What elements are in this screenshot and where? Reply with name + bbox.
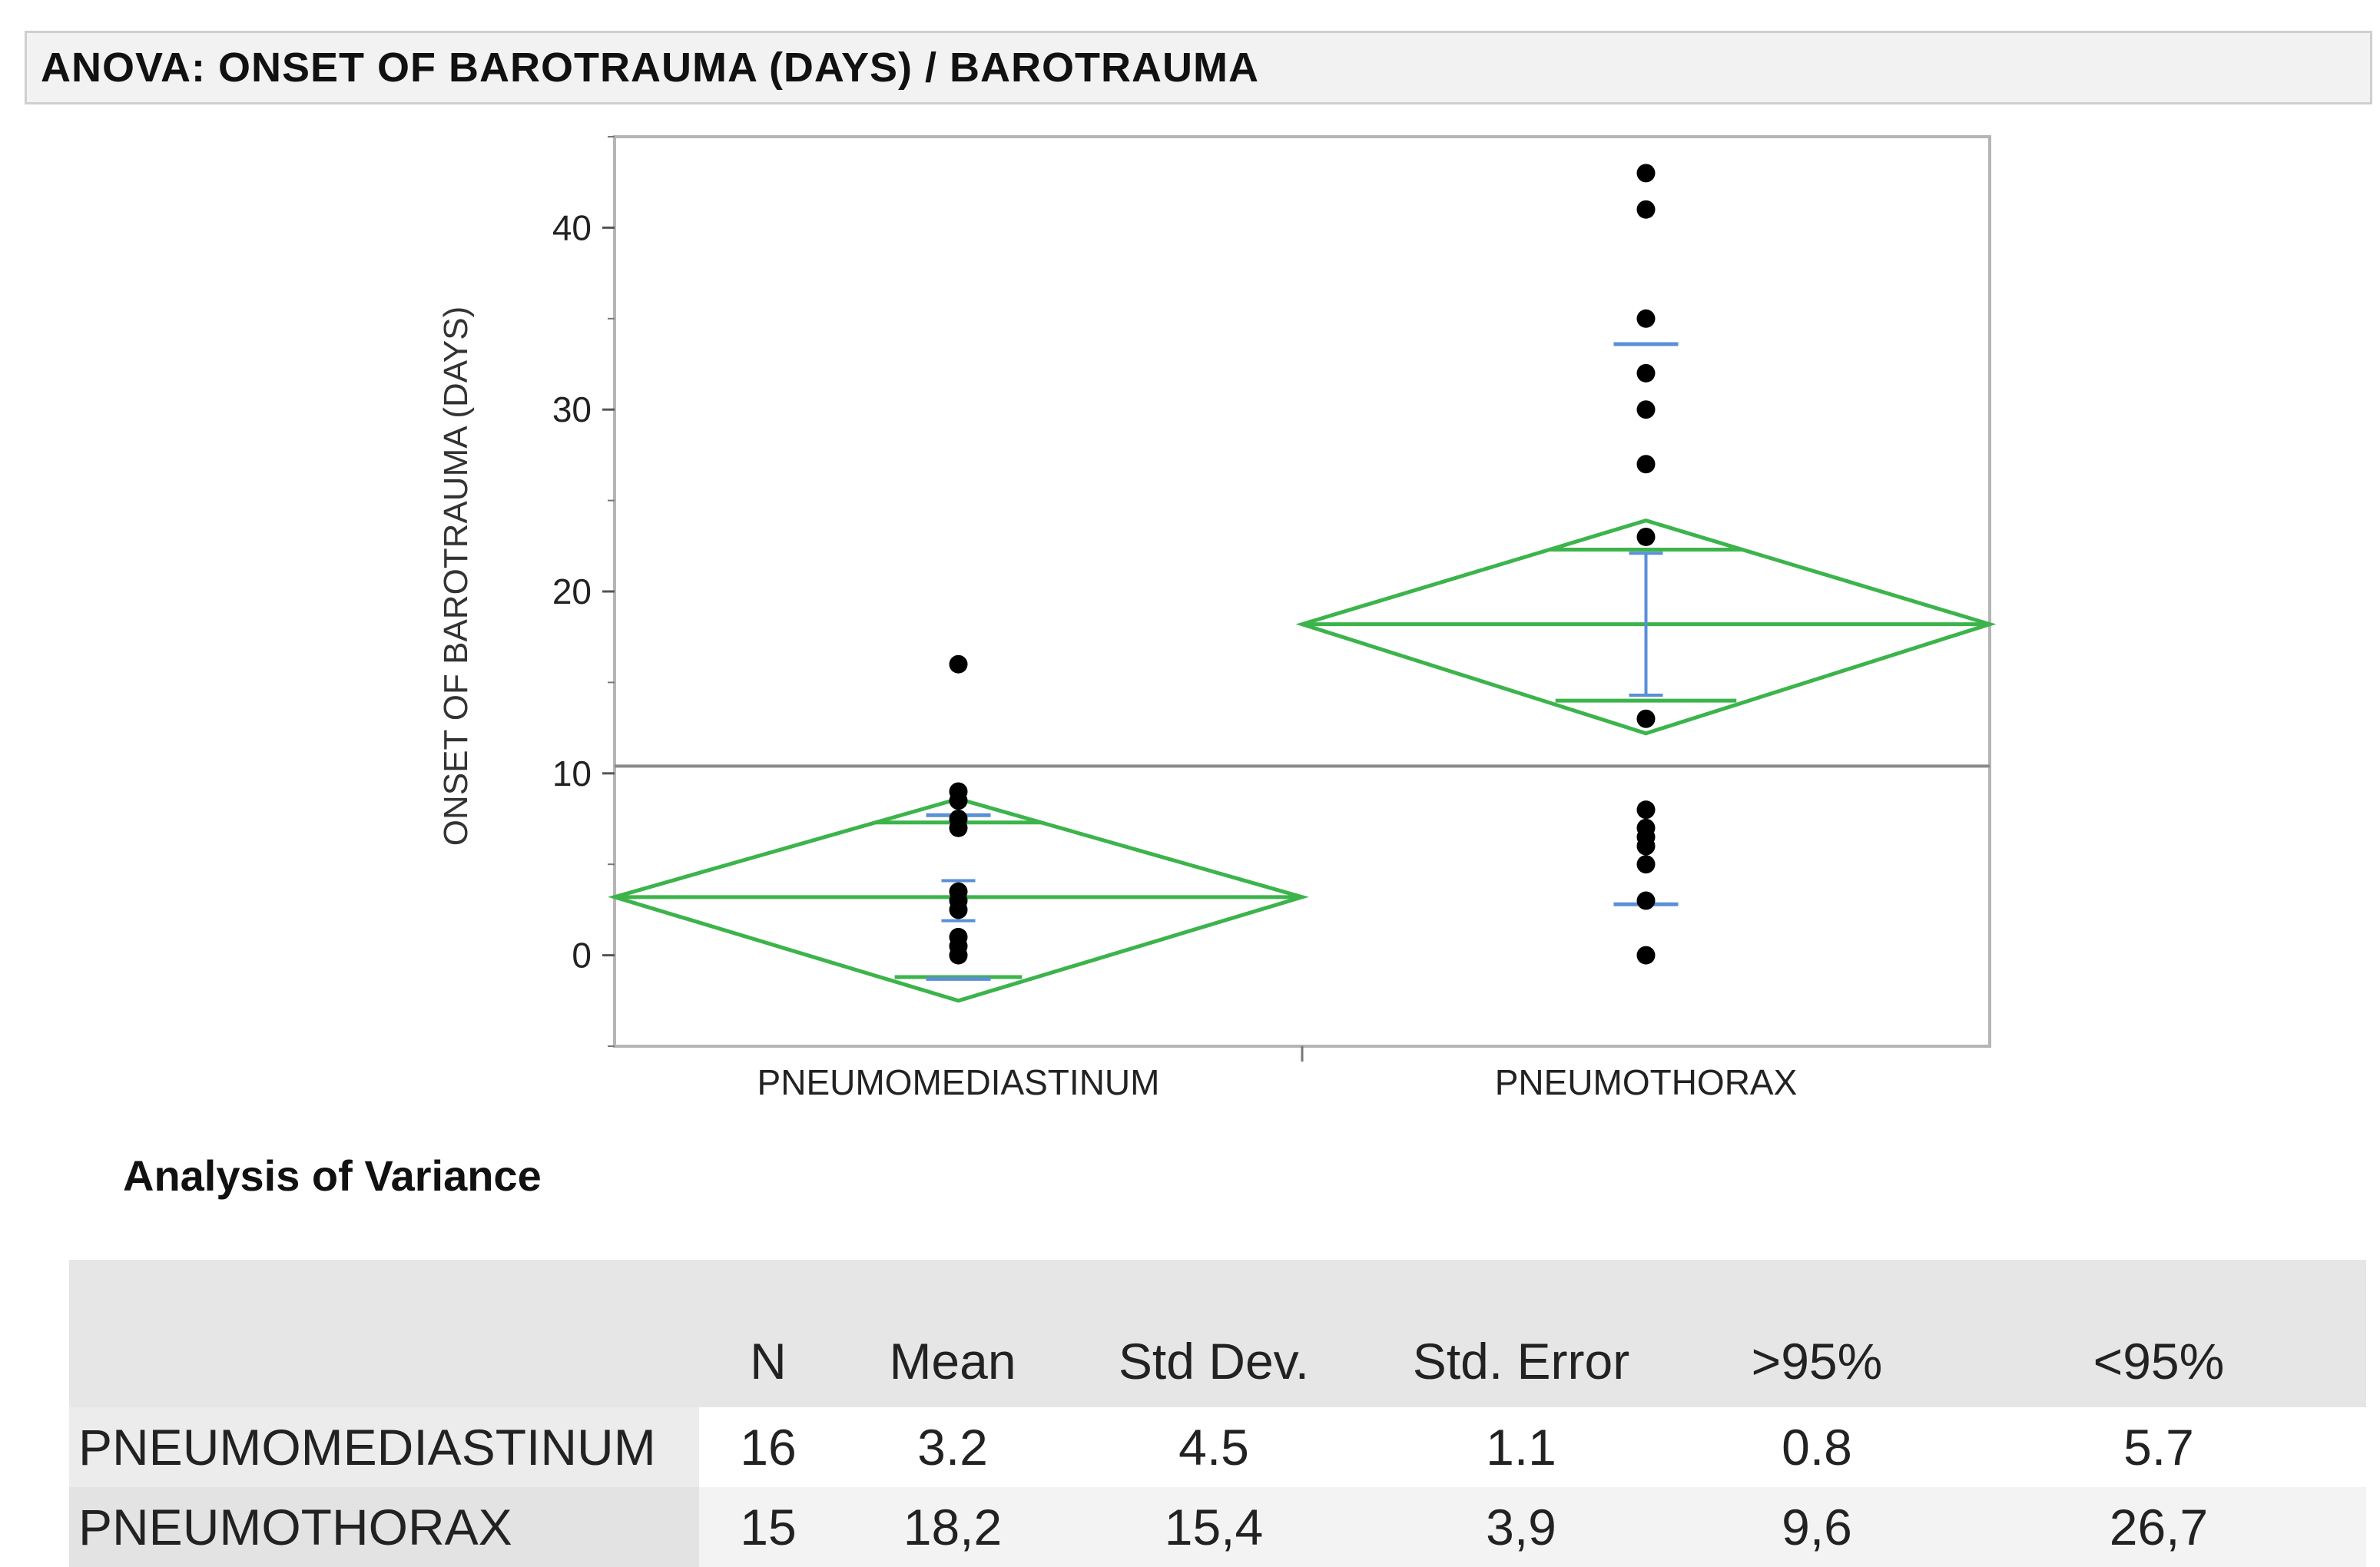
col-header-std-dev: Std Dev. (1068, 1260, 1360, 1407)
cell-upper-95: 9,6 (1682, 1487, 1951, 1567)
col-header-upper-95: >95% (1682, 1260, 1951, 1407)
y-tick-label: 40 (552, 207, 592, 247)
plot-frame (613, 135, 1991, 1048)
report-header: ANOVA: ONSET OF BAROTRAUMA (DAYS) / BARO… (25, 31, 2372, 104)
data-point (1636, 164, 1656, 183)
y-tick-label: 0 (572, 936, 592, 976)
table-row: PNEUMOTHORAX 15 18,2 15,4 3,9 9,6 26,7 (69, 1487, 2366, 1567)
data-point (1636, 200, 1656, 219)
data-point (1636, 709, 1656, 728)
data-point (949, 791, 968, 810)
data-point (1636, 855, 1656, 874)
table-header-row: N Mean Std Dev. Std. Error >95% <95% (69, 1260, 2366, 1407)
col-header-n: N (699, 1260, 837, 1407)
cell-lower-95: 5.7 (2123, 1419, 2194, 1476)
cell-upper-95: 0.8 (1782, 1419, 1852, 1476)
cell-lower-95: 26,7 (1951, 1487, 2366, 1567)
cell-n: 15 (699, 1487, 837, 1567)
data-point (1636, 527, 1656, 546)
anova-table: N Mean Std Dev. Std. Error >95% <95% PNE… (69, 1260, 2366, 1567)
table-row: PNEUMOMEDIASTINUM 16 3.2 4.5 1.1 0.8 5.7 (69, 1407, 2366, 1487)
cell-n: 16 (740, 1419, 797, 1476)
y-tick-label: 20 (552, 571, 592, 611)
data-point (1636, 455, 1656, 474)
anova-chart: 0 10 20 30 40 ONSET OF BAROTRAUMA (DAYS) PNEUM… (437, 135, 1997, 1102)
col-header-std-error: Std. Error (1360, 1260, 1682, 1407)
col-header-mean: Mean (837, 1260, 1068, 1407)
data-point (1636, 800, 1656, 820)
y-tick-label: 10 (552, 754, 592, 793)
cell-std-error: 1.1 (1486, 1419, 1556, 1476)
data-point (1636, 946, 1656, 965)
data-point (1636, 400, 1656, 419)
y-tick-label: 30 (552, 389, 592, 429)
data-point (1636, 837, 1656, 856)
col-header-group (69, 1260, 699, 1407)
cell-std-dev: 15,4 (1068, 1487, 1360, 1567)
report-title: ANOVA: ONSET OF BAROTRAUMA (DAYS) / BARO… (41, 45, 1259, 91)
data-point (949, 946, 968, 965)
row-label: PNEUMOTHORAX (69, 1487, 699, 1567)
data-point (1636, 363, 1656, 383)
cell-std-dev: 4.5 (1178, 1419, 1249, 1476)
row-label: PNEUMOMEDIASTINUM (69, 1407, 699, 1487)
col-header-lower-95: <95% (1951, 1260, 2366, 1407)
cell-mean: 18,2 (837, 1487, 1068, 1567)
data-point (1636, 309, 1656, 328)
cell-mean: 3.2 (917, 1419, 988, 1476)
y-axis-label: ONSET OF BAROTRAUMA (DAYS) (437, 306, 475, 846)
x-tick-label: PNEUMOMEDIASTINUM (757, 1062, 1160, 1102)
anova-section-title: Analysis of Variance (123, 1151, 542, 1200)
cell-std-error: 3,9 (1360, 1487, 1682, 1567)
data-point (949, 654, 968, 674)
data-point (949, 900, 968, 919)
data-point (949, 818, 968, 837)
data-point (1636, 891, 1656, 910)
x-tick-label: PNEUMOTHORAX (1495, 1062, 1798, 1102)
